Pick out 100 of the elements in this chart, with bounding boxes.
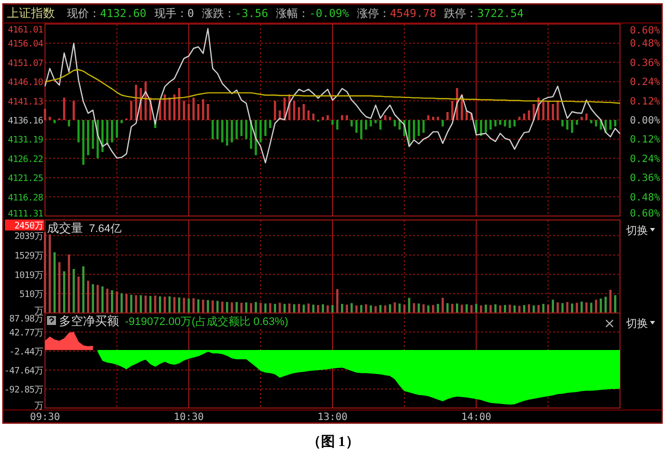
bar [350,120,353,126]
bar [68,254,70,313]
bar [48,116,51,120]
bar [154,296,156,313]
y-tick-label: 42.77万 [9,328,44,338]
bar [130,100,132,120]
y-tick-label: 4141.13 [8,97,43,108]
bar [164,94,166,120]
bar [446,112,449,120]
bar [451,304,454,313]
bar [269,120,272,128]
bar [307,110,310,120]
y2-tick-label: 0.48% [630,192,660,204]
bar [106,120,108,144]
bar [92,284,94,313]
bar [264,120,267,136]
line-series [44,69,621,104]
bar [293,304,296,313]
bar [346,115,348,120]
y-tick-label: -47.64万 [4,366,44,376]
bar [360,305,362,313]
bar [484,120,487,133]
bar [427,115,430,120]
bar [236,302,238,313]
y2-tick-label: 0.24% [630,154,660,165]
bar [412,120,416,140]
bar [561,120,564,126]
bar [48,232,51,313]
x-tick-label: 14:00 [461,412,492,423]
bar [312,114,314,120]
y2-tick-label: 0.60% [630,26,660,36]
bar [523,114,526,120]
chart-title: 上证指数 [7,6,55,20]
y-tick-label: 87.98万 [9,314,44,324]
bar [576,120,578,125]
bar [570,120,574,133]
x-tick-label: 09:30 [30,412,60,423]
y-tick-label: 4131.19 [8,136,43,146]
bar [87,280,90,313]
bar [408,298,410,313]
bar [274,100,276,120]
bar [236,120,238,140]
bar [360,120,362,140]
y-tick-label: 4151.07 [8,58,43,69]
bar [466,304,468,313]
bar [192,98,195,120]
bar [212,120,214,140]
bar [72,268,75,313]
bar [240,120,243,136]
y2-tick-label: 0.00% [630,116,660,126]
bar [394,120,396,126]
bar [326,305,329,313]
bar [110,290,114,313]
bar [340,115,344,120]
bar [418,120,420,136]
bar [532,305,535,313]
bar [230,120,233,142]
text: 切换 [626,317,648,330]
bar [499,120,502,125]
bar [379,120,382,130]
bar [542,304,544,313]
chart-title: 多空净买额 [59,314,119,328]
chart-subtitle: 7.64亿 [89,223,122,235]
bar [188,104,190,120]
bar [451,100,454,120]
chart-subtitle: -919072.00万(占成交额比 0.63%) [125,315,288,328]
bar [528,110,530,120]
bar [600,298,602,313]
bar [566,302,568,313]
bar [384,115,386,120]
bar [508,120,511,128]
bar [298,107,300,120]
y-tick-label: 4146.10 [8,78,43,88]
bar [364,120,368,130]
bar [164,296,166,313]
bar [442,298,444,313]
bar [556,302,559,313]
bar [609,120,612,130]
text: 涨幅：-0.09% [276,7,350,20]
bar [82,120,84,165]
bar [110,120,114,142]
y-tick-label: 2039万 [14,232,44,242]
text: 切换 [626,224,648,237]
bar [394,302,396,313]
bar [594,120,598,126]
y2-tick-label: 0.48% [630,38,660,50]
bar [336,289,338,313]
bar [590,302,592,313]
bar [278,302,281,313]
y2-tick-label: 0.12% [630,96,660,108]
bar [370,120,372,126]
bar [585,114,588,120]
bar [188,298,190,313]
bar [178,297,180,313]
bar [245,302,248,313]
bar [523,305,526,313]
bar [221,302,224,313]
y-tick-label: 万 [34,306,44,316]
bar [331,120,334,125]
bar [504,120,506,126]
